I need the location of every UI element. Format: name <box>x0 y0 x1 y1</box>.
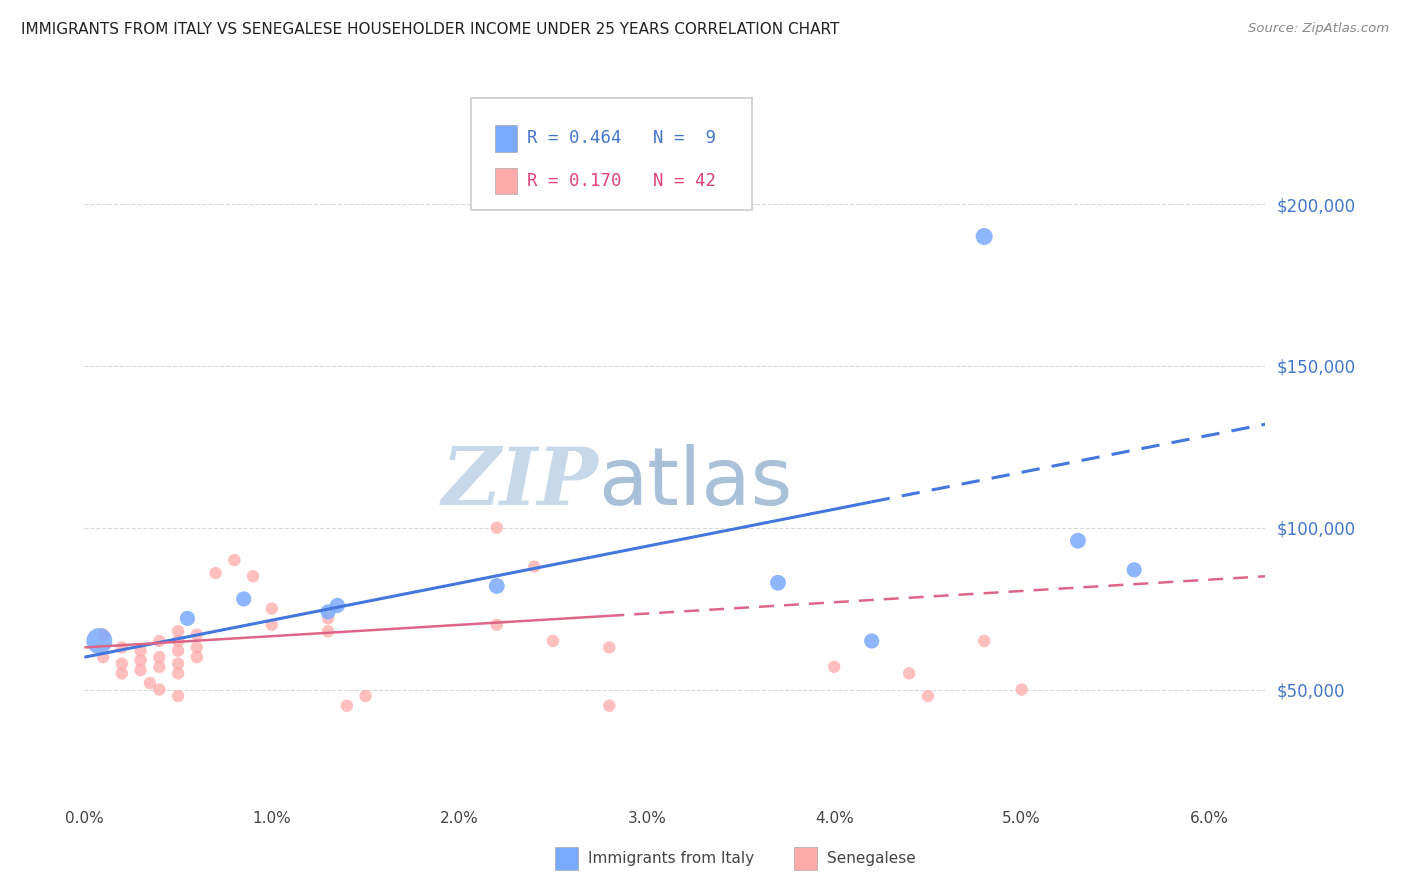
Point <box>598 640 620 655</box>
Point <box>766 575 789 590</box>
Point <box>91 627 114 641</box>
Text: IMMIGRANTS FROM ITALY VS SENEGALESE HOUSEHOLDER INCOME UNDER 25 YEARS CORRELATIO: IMMIGRANTS FROM ITALY VS SENEGALESE HOUS… <box>21 22 839 37</box>
Point <box>523 559 546 574</box>
Point <box>186 650 208 665</box>
Point <box>129 653 152 667</box>
Point <box>232 591 254 606</box>
Point <box>898 666 921 681</box>
Point <box>111 666 134 681</box>
Point <box>860 634 883 648</box>
Point <box>224 553 246 567</box>
Point <box>973 634 995 648</box>
Point <box>1067 533 1090 548</box>
Point <box>316 605 339 619</box>
Text: ZIP: ZIP <box>441 444 598 522</box>
Point <box>823 660 845 674</box>
Point <box>167 666 190 681</box>
Point <box>242 569 264 583</box>
Point <box>354 689 377 703</box>
Point <box>176 611 198 625</box>
Point <box>316 624 339 639</box>
Point <box>167 624 190 639</box>
Point <box>917 689 939 703</box>
Point <box>973 229 995 244</box>
Point <box>541 634 564 648</box>
Point <box>167 634 190 648</box>
Point <box>326 599 349 613</box>
Point <box>148 634 170 648</box>
Text: R = 0.464   N =  9: R = 0.464 N = 9 <box>527 129 716 147</box>
Point <box>129 643 152 657</box>
Point <box>148 650 170 665</box>
Text: atlas: atlas <box>598 443 793 522</box>
Text: R = 0.170   N = 42: R = 0.170 N = 42 <box>527 172 716 190</box>
Point <box>111 640 134 655</box>
Point <box>186 627 208 641</box>
Point <box>598 698 620 713</box>
Text: Immigrants from Italy: Immigrants from Italy <box>588 851 754 865</box>
Text: Source: ZipAtlas.com: Source: ZipAtlas.com <box>1249 22 1389 36</box>
Point <box>148 660 170 674</box>
Point <box>485 521 508 535</box>
Point <box>260 601 283 615</box>
Point <box>89 634 111 648</box>
Point <box>336 698 359 713</box>
Point <box>139 676 162 690</box>
Point <box>167 643 190 657</box>
Point <box>485 579 508 593</box>
Point <box>316 611 339 625</box>
Point <box>1123 563 1146 577</box>
Point <box>111 657 134 671</box>
Point <box>148 682 170 697</box>
Point <box>204 566 226 580</box>
Point <box>260 617 283 632</box>
Point <box>129 663 152 677</box>
Point <box>485 617 508 632</box>
Point <box>186 640 208 655</box>
Point <box>167 657 190 671</box>
Point <box>1011 682 1033 697</box>
Point <box>91 650 114 665</box>
Text: Senegalese: Senegalese <box>827 851 915 865</box>
Point <box>167 689 190 703</box>
